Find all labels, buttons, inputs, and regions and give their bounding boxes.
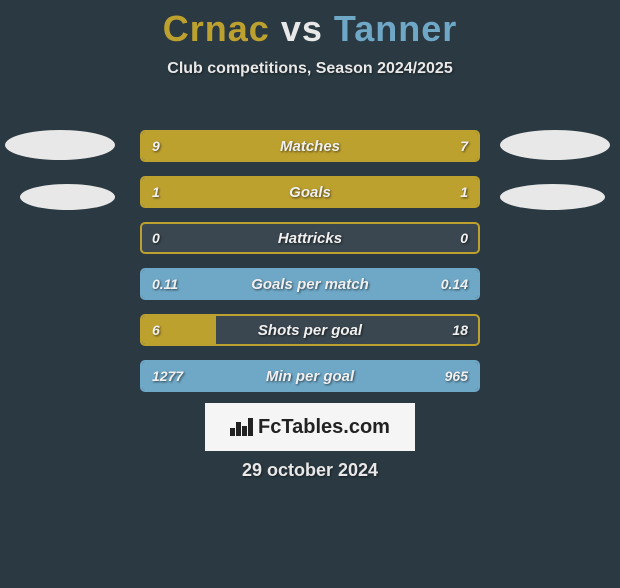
stat-row: 9Matches7 — [140, 130, 480, 162]
stat-value-right: 0 — [460, 224, 468, 252]
stat-row: 0Hattricks0 — [140, 222, 480, 254]
stat-value-right: 1 — [460, 178, 468, 206]
stat-row: 1277Min per goal965 — [140, 360, 480, 392]
stat-label: Min per goal — [142, 362, 478, 390]
stat-row: 6Shots per goal18 — [140, 314, 480, 346]
stat-value-right: 965 — [445, 362, 468, 390]
branding-text: FcTables.com — [258, 416, 390, 439]
player2-club-logo — [500, 130, 610, 160]
player2-name: Tanner — [334, 8, 457, 49]
branding-chart-icon — [230, 418, 252, 436]
player1-country-logo — [20, 184, 115, 210]
stat-value-right: 0.14 — [441, 270, 468, 298]
subtitle: Club competitions, Season 2024/2025 — [0, 60, 620, 78]
stat-row: 0.11Goals per match0.14 — [140, 268, 480, 300]
stat-value-right: 7 — [460, 132, 468, 160]
date-text: 29 october 2024 — [0, 460, 620, 481]
stat-label: Goals per match — [142, 270, 478, 298]
stat-label: Shots per goal — [142, 316, 478, 344]
stat-label: Matches — [142, 132, 478, 160]
stat-value-right: 18 — [452, 316, 468, 344]
stat-label: Goals — [142, 178, 478, 206]
player2-country-logo — [500, 184, 605, 210]
player1-name: Crnac — [163, 8, 270, 49]
player1-club-logo — [5, 130, 115, 160]
branding-badge: FcTables.com — [205, 403, 415, 451]
vs-text: vs — [281, 8, 323, 49]
stat-row: 1Goals1 — [140, 176, 480, 208]
stat-label: Hattricks — [142, 224, 478, 252]
comparison-title: Crnac vs Tanner — [0, 8, 620, 50]
stats-table: 9Matches7 1Goals1 0Hattricks0 0.11Goals per… — [140, 130, 480, 406]
